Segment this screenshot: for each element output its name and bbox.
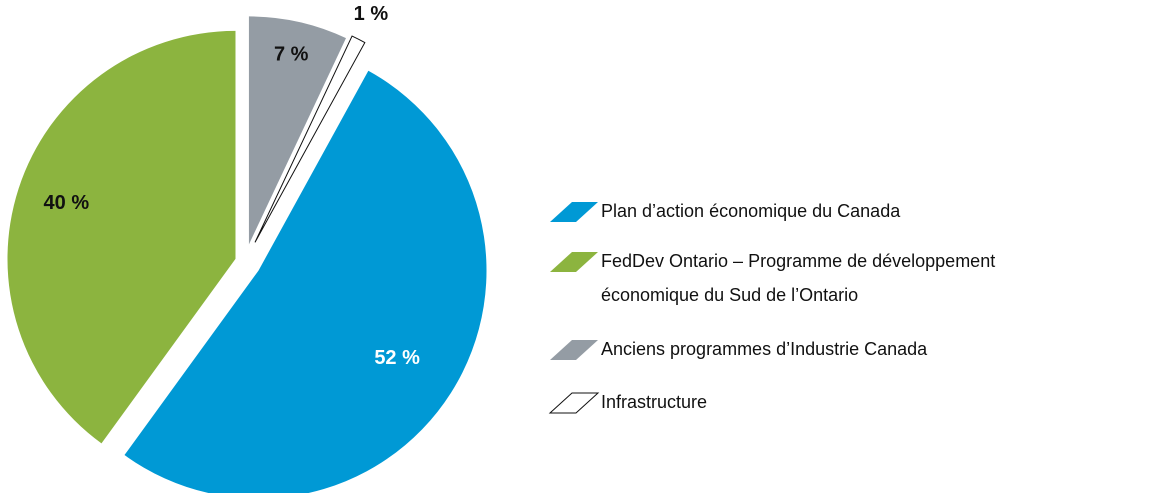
legend-line: Anciens programmes d’Industrie Canada [601,339,928,359]
slice-label: 1 % [354,3,389,25]
legend-swatch [550,340,598,360]
slice-label: 40 % [44,192,90,214]
slice-label: 52 % [374,347,420,369]
legend-label: FedDev Ontario – Programme de développem… [601,251,995,305]
legend-line: FedDev Ontario – Programme de développem… [601,251,995,271]
legend-label: Infrastructure [601,392,707,412]
legend-line: économique du Sud de l’Ontario [601,285,858,305]
slice-label: 7 % [274,44,309,66]
pie-slice [124,70,487,493]
legend-line: Plan d’action économique du Canada [601,201,901,221]
legend-label: Anciens programmes d’Industrie Canada [601,339,928,359]
legend-swatch [550,252,598,272]
pie-slice [248,16,347,245]
legend-label: Plan d’action économique du Canada [601,201,901,221]
pie-slice [254,35,366,243]
legend-line: Infrastructure [601,392,707,412]
legend-swatch [548,392,600,414]
legend-swatch [550,202,598,222]
pie-slice [7,30,236,444]
